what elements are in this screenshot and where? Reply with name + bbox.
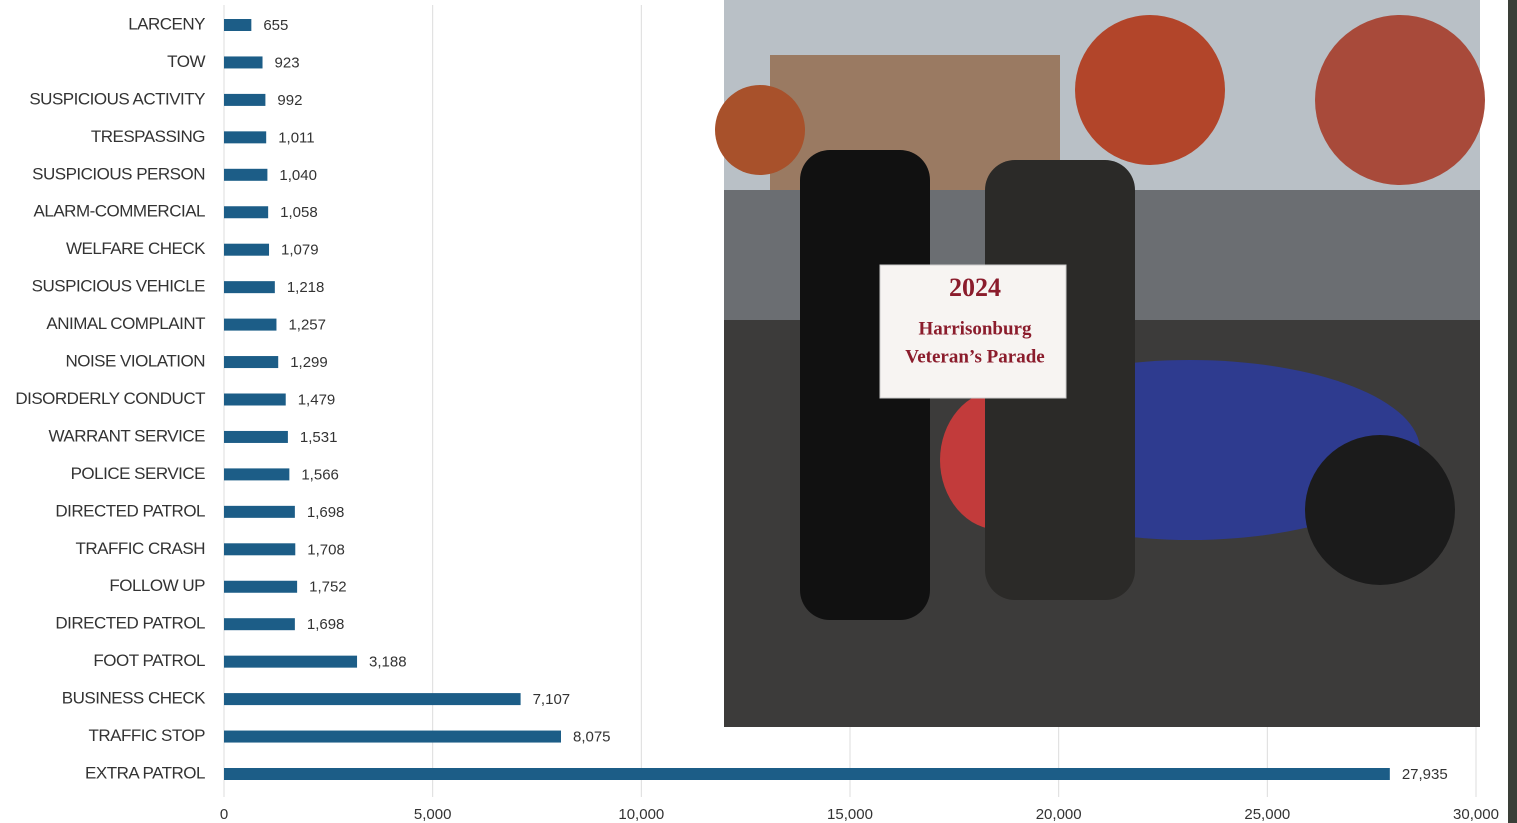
tree (1315, 15, 1485, 185)
value-label: 1,752 (309, 579, 347, 596)
value-label: 8,075 (573, 729, 611, 746)
y-tick-label: TOW (167, 52, 205, 71)
value-label: 1,531 (300, 429, 338, 446)
value-label: 1,079 (281, 242, 319, 259)
wheel (1305, 435, 1455, 585)
bar (224, 730, 561, 743)
x-tick-label: 0 (220, 806, 228, 823)
bar (224, 768, 1390, 780)
value-label: 992 (277, 92, 302, 109)
y-tick-label: ALARM-COMMERCIAL (34, 202, 206, 221)
value-label: 1,011 (278, 129, 314, 146)
sign-line: Veteran’s Parade (905, 346, 1044, 367)
y-tick-label: WARRANT SERVICE (48, 426, 205, 445)
x-axis: 0 5,000 10,000 15,000 20,000 25,000 30,000 (220, 806, 1499, 823)
bar (224, 543, 296, 556)
x-tick-label: 25,000 (1244, 806, 1290, 823)
y-tick-label: DIRECTED PATROL (55, 614, 205, 633)
y-tick-label: NOISE VIOLATION (65, 352, 205, 371)
bar (224, 318, 277, 331)
bar (224, 168, 268, 181)
value-label: 1,040 (279, 167, 317, 184)
y-tick-label: EXTRA PATROL (85, 763, 205, 782)
bar (224, 430, 288, 443)
y-tick-label: POLICE SERVICE (71, 464, 206, 483)
bar (224, 206, 269, 219)
y-tick-label: TRAFFIC STOP (89, 726, 206, 745)
value-label: 1,257 (288, 317, 326, 334)
tree (715, 85, 805, 175)
value-label: 7,107 (533, 691, 571, 708)
x-tick-label: 30,000 (1453, 806, 1499, 823)
bar (224, 468, 290, 481)
y-tick-label: LARCENY (128, 14, 205, 33)
x-tick-label: 15,000 (827, 806, 873, 823)
value-label: 923 (275, 54, 300, 71)
value-label: 1,708 (307, 541, 345, 558)
bar (224, 505, 295, 518)
sign-year: 2024 (949, 273, 1001, 302)
x-tick-label: 5,000 (414, 806, 452, 823)
value-label: 1,566 (301, 466, 339, 483)
y-tick-label: TRESPASSING (91, 127, 205, 146)
x-tick-label: 20,000 (1036, 806, 1082, 823)
bar (224, 580, 298, 593)
photo: 2024 Harrisonburg Veteran’s Parade (715, 0, 1485, 727)
bar (224, 243, 270, 256)
y-tick-label: FOOT PATROL (93, 651, 205, 670)
y-tick-label: DIRECTED PATROL (55, 501, 205, 520)
value-label: 1,299 (290, 354, 328, 371)
value-label: 3,188 (369, 654, 407, 671)
y-tick-label: WELFARE CHECK (66, 239, 206, 258)
value-label: 27,935 (1402, 766, 1448, 783)
value-label: 1,218 (287, 279, 325, 296)
bar (224, 356, 279, 369)
y-tick-label: FOLLOW UP (109, 576, 205, 595)
bar (224, 281, 275, 294)
y-tick-label: TRAFFIC CRASH (76, 539, 206, 558)
bar (224, 693, 521, 706)
bar (224, 19, 252, 31)
value-label: 1,479 (298, 391, 336, 408)
y-tick-label: SUSPICIOUS VEHICLE (32, 277, 205, 296)
y-tick-label: SUSPICIOUS ACTIVITY (29, 89, 205, 108)
tree (1075, 15, 1225, 165)
bar (224, 393, 286, 406)
y-tick-label: ANIMAL COMPLAINT (46, 314, 205, 333)
bars: LARCENY 655 TOW 923 SUSPICIOUS ACTIVITY 992 TR… (15, 14, 1447, 782)
value-label: 1,058 (280, 204, 318, 221)
bar (224, 93, 266, 106)
y-tick-label: DISORDERLY CONDUCT (15, 389, 205, 408)
bar (224, 618, 295, 631)
sign-line: Harrisonburg (919, 318, 1032, 339)
y-tick-label: SUSPICIOUS PERSON (32, 164, 205, 183)
y-tick-label: BUSINESS CHECK (62, 689, 206, 708)
value-label: 1,698 (307, 504, 345, 521)
x-tick-label: 10,000 (618, 806, 664, 823)
bar (224, 56, 263, 69)
value-label: 1,698 (307, 616, 345, 633)
value-label: 655 (263, 17, 288, 34)
bar (224, 655, 358, 668)
edge-strip (1508, 0, 1517, 823)
sign (879, 264, 1067, 399)
bar (224, 131, 267, 144)
